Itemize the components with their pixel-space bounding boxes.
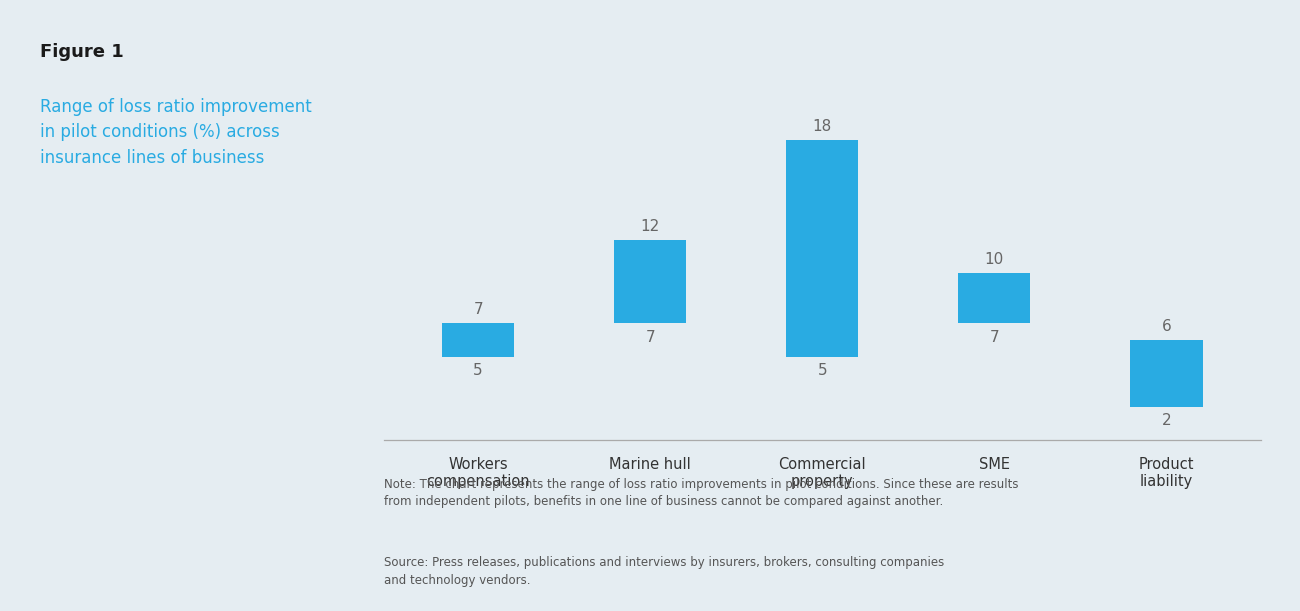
Text: 7: 7	[645, 330, 655, 345]
Text: Note: The chart represents the range of loss ratio improvements in pilot conditi: Note: The chart represents the range of …	[384, 478, 1018, 508]
Bar	[1130, 340, 1202, 406]
Text: 18: 18	[812, 119, 832, 134]
Text: 7: 7	[473, 302, 482, 318]
Text: 6: 6	[1161, 319, 1171, 334]
Text: 12: 12	[641, 219, 660, 234]
Text: Range of loss ratio improvement
in pilot conditions (%) across
insurance lines o: Range of loss ratio improvement in pilot…	[40, 98, 312, 167]
Text: 5: 5	[473, 364, 482, 378]
Bar	[786, 140, 858, 357]
Text: 5: 5	[818, 364, 827, 378]
Bar	[442, 323, 515, 357]
Text: Figure 1: Figure 1	[40, 43, 124, 60]
Text: Source: Press releases, publications and interviews by insurers, brokers, consul: Source: Press releases, publications and…	[384, 556, 944, 587]
Bar	[958, 273, 1031, 323]
Text: 2: 2	[1162, 413, 1171, 428]
Text: 10: 10	[984, 252, 1004, 268]
Text: 7: 7	[989, 330, 1000, 345]
Bar	[614, 240, 686, 323]
